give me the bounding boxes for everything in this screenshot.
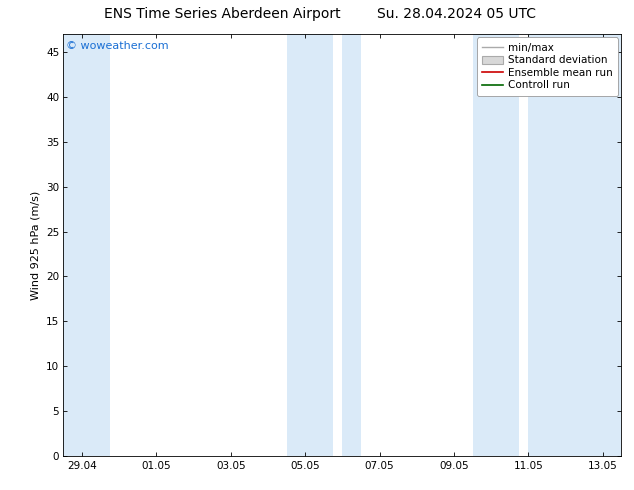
Legend: min/max, Standard deviation, Ensemble mean run, Controll run: min/max, Standard deviation, Ensemble me… bbox=[477, 37, 618, 96]
Text: ENS Time Series Aberdeen Airport: ENS Time Series Aberdeen Airport bbox=[103, 7, 340, 22]
Bar bbox=[472, 34, 519, 456]
Text: Su. 28.04.2024 05 UTC: Su. 28.04.2024 05 UTC bbox=[377, 7, 536, 22]
Bar bbox=[287, 34, 333, 456]
Y-axis label: Wind 925 hPa (m/s): Wind 925 hPa (m/s) bbox=[30, 191, 41, 299]
Bar bbox=[342, 34, 361, 456]
Bar bbox=[63, 34, 110, 456]
Bar bbox=[528, 34, 621, 456]
Text: © woweather.com: © woweather.com bbox=[66, 41, 169, 50]
